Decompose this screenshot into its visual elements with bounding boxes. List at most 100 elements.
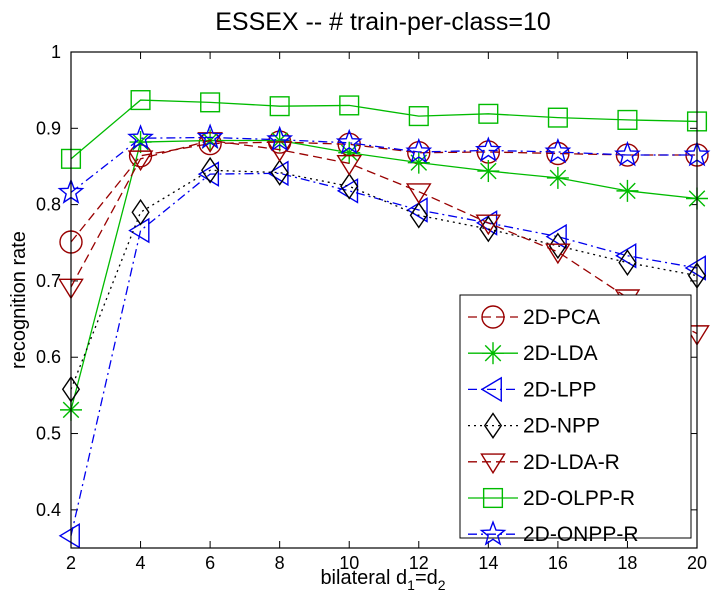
x-tick-label: 16 [548,553,568,573]
data-point [477,160,500,183]
x-axis-ticks: 2 4 6 8 10 12 14 16 18 20 [66,52,707,573]
data-point [474,136,502,162]
data-point [545,223,567,250]
series-line [70,139,698,411]
legend-item: 2D-LDA [468,342,598,365]
data-point [615,242,637,269]
data-point [127,124,154,150]
series-line [70,141,697,243]
data-point [200,92,221,113]
data-point [405,183,432,204]
data-point [131,198,150,226]
x-axis-label-sub2: 2 [438,577,446,593]
data-point [130,90,151,111]
legend-item: 2D-LPP [468,376,597,403]
data-point [127,150,154,172]
series-line [70,99,698,160]
legend-label: 2D-OLPP-R [523,487,635,510]
y-axis-label: recognition rate [8,231,30,369]
legend-item: 2D-PCA [468,305,600,329]
y-tick-label: 1 [51,42,61,62]
legend-item: 2D-NPP [468,412,600,439]
data-point [616,179,639,202]
data-point [617,109,638,130]
data-point [196,123,224,149]
y-tick-label: 0.7 [36,271,61,291]
data-point [546,166,569,189]
x-tick-label: 20 [687,553,707,573]
legend-label: 2D-ONPP-R [523,523,639,546]
x-tick-label: 4 [136,553,146,573]
x-tick-label: 8 [275,553,285,573]
data-point [405,137,433,164]
legend-marker [482,487,504,509]
series-2d-onpp-r [57,123,711,204]
legend-marker [482,342,504,365]
data-point [270,159,289,186]
x-tick-label: 18 [617,553,637,573]
data-point [336,155,363,176]
series-2d-lpp [58,160,706,549]
data-point [339,95,360,116]
data-point [475,214,502,236]
data-point [614,140,641,167]
legend: 2D-PCA 2D-LDA 2D-LPP 2D-NPP 2D-LDA-R 2D-OLPP-… [459,294,692,546]
x-tick-label: 6 [205,553,215,573]
data-point [478,103,499,124]
y-tick-label: 0.9 [36,118,61,138]
y-tick-label: 0.8 [36,195,61,215]
data-point [684,255,706,281]
x-tick-label: 10 [339,553,359,573]
y-tick-label: 0.5 [36,424,61,444]
x-tick-label: 2 [66,553,76,573]
y-tick-label: 0.4 [36,500,61,520]
data-point [618,249,637,276]
data-point [546,141,570,166]
x-tick-label: 12 [409,553,429,573]
data-point [266,141,293,163]
x-axis-label: bilateral d1=d2 [320,567,445,593]
legend-item: 2D-OLPP-R [468,487,635,510]
legend-marker [480,376,502,403]
x-axis-label-eq: =d [415,567,438,589]
x-axis-label-sub1: 1 [407,577,415,593]
x-tick-label: 14 [478,553,498,573]
plot-frame [70,51,698,549]
data-point [408,106,429,127]
legend-label: 2D-LDA [523,342,598,365]
data-point [201,156,220,184]
x-axis-label-main: bilateral d [320,567,407,589]
legend-item: 2D-ONPP-R [468,520,639,546]
data-point [58,523,80,549]
series-2d-olpp-r [60,90,708,169]
legend-marker [483,412,503,439]
data-point [335,128,363,155]
series-2d-pca [59,130,709,254]
chart-title: ESSEX -- # train-per-class=10 [215,8,551,36]
legend-label: 2D-LPP [523,378,597,401]
legend-label: 2D-NPP [523,415,600,438]
data-point [545,243,571,265]
series-line [70,172,698,536]
legend-marker [479,520,507,546]
data-point [548,232,567,260]
y-tick-label: 0.6 [36,347,61,367]
data-point [266,125,294,152]
series-2d-npp [61,156,707,403]
series-line [70,139,698,335]
data-point [340,172,359,200]
data-point [409,201,428,229]
legend-label: 2D-LDA-R [523,451,620,474]
data-point [269,96,290,117]
data-point [475,210,498,236]
data-point [544,137,572,164]
legend-marker [480,453,506,475]
legend-label: 2D-PCA [523,306,600,329]
legend-marker [481,305,505,329]
data-point [547,107,568,128]
series-line [70,136,697,193]
legend-item: 2D-LDA-R [468,451,620,475]
series-layer [57,90,711,549]
data-point [128,217,150,244]
